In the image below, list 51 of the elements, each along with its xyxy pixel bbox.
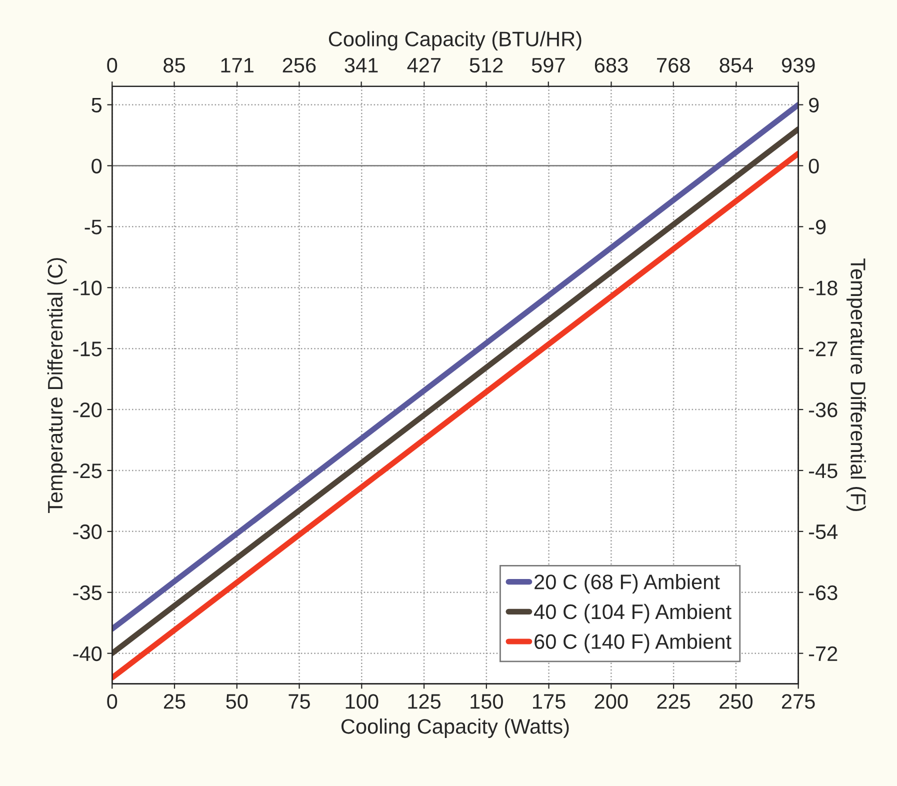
y2-tick-label: -72 <box>808 646 838 661</box>
x-tick-label: 75 <box>288 694 310 709</box>
x-tick-label: 200 <box>594 694 628 709</box>
y2-tick-label: -9 <box>808 220 826 234</box>
x2-tick-label: 171 <box>221 58 254 72</box>
x-tick-label: 275 <box>782 694 815 709</box>
legend-label: 60 C (140 F) Ambient <box>534 634 732 654</box>
x-tick-label: 225 <box>657 694 690 709</box>
y2-axis-title: Temperature Differential (F) <box>846 258 866 512</box>
y-tick-label: -5 <box>84 220 102 234</box>
x-tick-label: 25 <box>164 694 186 709</box>
x2-tick-label: 341 <box>344 58 378 73</box>
y2-tick-label: -27 <box>808 342 838 356</box>
x2-axis-title: Cooling Capacity (BTU/HR) <box>328 31 582 51</box>
x-axis-title: Cooling Capacity (Watts) <box>341 718 569 738</box>
x2-tick-label: 939 <box>782 58 815 73</box>
y2-tick-label: -63 <box>808 585 838 600</box>
y2-tick-label: 9 <box>809 98 819 112</box>
y-axis-title: Temperature Differential (C) <box>47 258 67 513</box>
y-tick-label: -15 <box>73 342 102 356</box>
legend-label: 20 C (68 F) Ambient <box>534 574 720 594</box>
x-tick-label: 175 <box>533 694 566 709</box>
y-tick-label: -40 <box>73 646 102 662</box>
x2-tick-label: 854 <box>720 58 753 73</box>
y2-tick-label: -36 <box>808 402 838 418</box>
x-tick-label: 150 <box>470 694 503 709</box>
x-tick-label: 0 <box>107 694 118 709</box>
x2-tick-label: 597 <box>532 58 565 73</box>
x2-tick-label: 683 <box>594 58 628 73</box>
y2-tick-label: 0 <box>808 158 819 174</box>
y-tick-label: -30 <box>73 524 102 540</box>
y-tick-label: 0 <box>92 158 102 174</box>
x2-tick-label: 256 <box>282 58 316 73</box>
y2-tick-label: -54 <box>808 524 838 540</box>
x-tick-label: 100 <box>346 694 378 709</box>
y2-tick-label: -18 <box>808 280 838 296</box>
x2-tick-label: 768 <box>657 58 690 73</box>
x-tick-label: 50 <box>226 694 248 709</box>
legend-label: 40 C (104 F) Ambient <box>534 604 732 624</box>
x-tick-label: 250 <box>720 694 753 709</box>
x2-tick-label: 512 <box>470 58 503 73</box>
y-tick-label: -35 <box>73 585 102 600</box>
x2-tick-label: 85 <box>164 58 185 73</box>
x2-tick-label: 0 <box>107 58 118 73</box>
y-tick-label: -10 <box>73 280 102 296</box>
y-tick-label: 5 <box>92 98 102 112</box>
y2-tick-label: -45 <box>808 464 838 478</box>
x-tick-label: 125 <box>408 694 441 709</box>
y-tick-label: -20 <box>73 402 102 418</box>
y-tick-label: -25 <box>73 463 102 478</box>
x2-tick-label: 427 <box>407 58 441 72</box>
